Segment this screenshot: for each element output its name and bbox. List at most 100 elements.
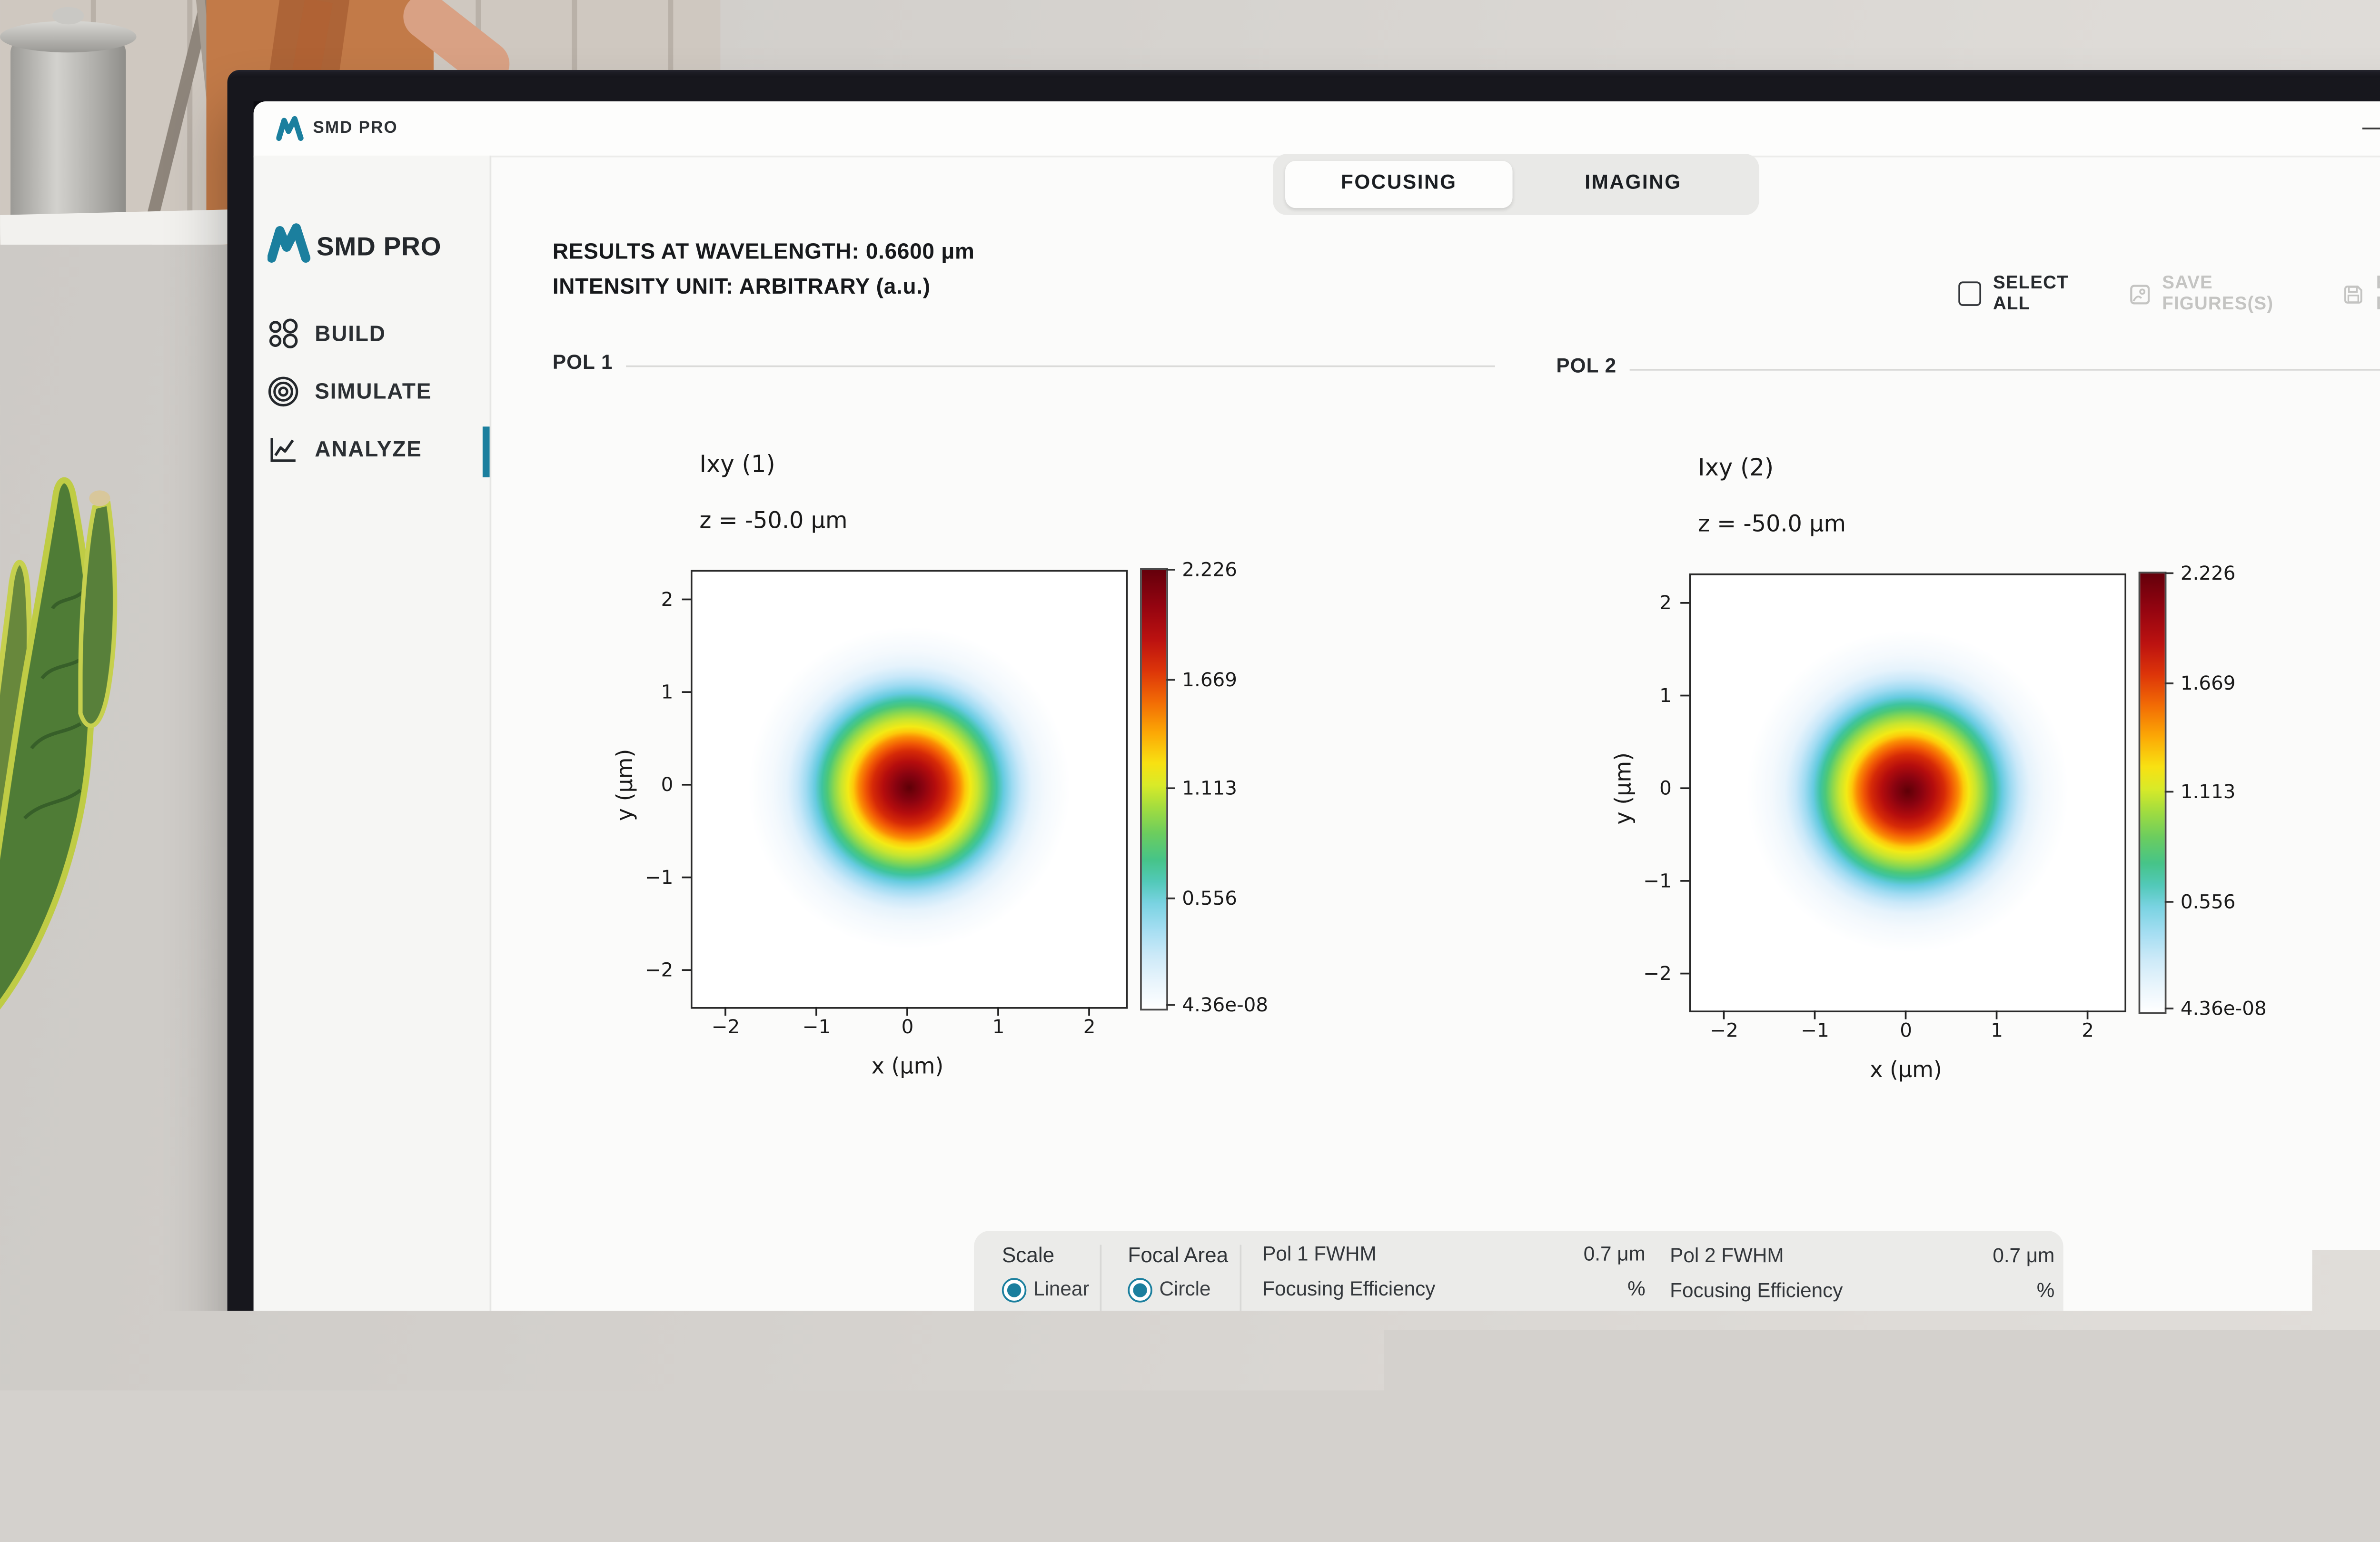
colorbar-tick: 1.113 bbox=[1182, 777, 1237, 800]
colorbar-tick: 2.226 bbox=[1182, 559, 1237, 582]
focal-square-label[interactable]: Square bbox=[1160, 1316, 1224, 1337]
monitor-menu-button[interactable] bbox=[2306, 1428, 2312, 1437]
plot-subtitle: z = -50.0 μm bbox=[699, 509, 847, 535]
colorbar-tick: 2.226 bbox=[2181, 562, 2236, 585]
x-axis-label: x (μm) bbox=[1870, 1056, 1942, 1082]
next-colorbar-partial bbox=[2139, 1357, 2167, 1376]
brand-logo-icon bbox=[268, 222, 311, 264]
intensity-unit-text: INTENSITY UNIT: ARBITRARY (a.u.) bbox=[553, 275, 931, 299]
sidebar-item-label: ANALYZE bbox=[315, 437, 422, 461]
sidebar-item-simulate[interactable]: SIMULATE bbox=[254, 371, 490, 416]
x-tick: 0 bbox=[1900, 1019, 1912, 1042]
pol1-xf-input[interactable]: 0.0 μm bbox=[1294, 1313, 1397, 1350]
save-figures-button[interactable]: SAVE FIGURES(S) bbox=[2162, 273, 2312, 315]
focal-circle-radio[interactable] bbox=[1128, 1278, 1152, 1302]
colorbar-tick: 4.36e-08 bbox=[1182, 993, 1268, 1016]
colorbar-tick: 1.669 bbox=[2181, 672, 2236, 694]
focal-spot bbox=[1691, 575, 2124, 1011]
plot-title: Ixy (1) bbox=[699, 451, 775, 479]
smd-pro-app: SMD PRO ✕ SMD PRO bbox=[254, 101, 2380, 1376]
pol1-fwhm-label: Pol 1 FWHM bbox=[1262, 1245, 1376, 1266]
export-data-button[interactable]: EXPORT DATA bbox=[2376, 273, 2380, 315]
y-tick: −1 bbox=[1623, 870, 1672, 893]
x-tick: 2 bbox=[2082, 1019, 2094, 1042]
focal-circle-label[interactable]: Circle bbox=[1160, 1280, 1211, 1301]
x-tick: −1 bbox=[1801, 1019, 1829, 1042]
pol1-section-label: POL 1 bbox=[553, 353, 613, 374]
simulate-icon bbox=[268, 376, 299, 407]
y-tick: 2 bbox=[1623, 592, 1672, 614]
colorbar-tick: 0.556 bbox=[1182, 886, 1237, 909]
sidebar-item-label: BUILD bbox=[315, 322, 386, 346]
next-colorbar-value: 2.232 bbox=[2175, 1360, 2231, 1376]
pol1-rule bbox=[626, 366, 1495, 367]
panel-divider bbox=[1240, 1245, 1241, 1344]
x-tick: −2 bbox=[712, 1016, 740, 1038]
scale-linear-label[interactable]: Linear bbox=[1033, 1280, 1089, 1301]
pol2-recenter-icon[interactable] bbox=[2030, 1318, 2056, 1344]
watering-can-lid bbox=[0, 21, 137, 52]
colorbar-tick: 1.113 bbox=[2181, 781, 2236, 803]
scale-linear-radio[interactable] bbox=[1002, 1278, 1026, 1302]
plot-area[interactable] bbox=[1689, 573, 2126, 1012]
x-tick: 2 bbox=[1083, 1016, 1096, 1038]
pol2-rule bbox=[1630, 369, 2380, 371]
sidebar-item-analyze[interactable]: ANALYZE bbox=[254, 428, 490, 474]
select-all-label[interactable]: SELECT ALL bbox=[1993, 273, 2099, 315]
scale-log-label[interactable]: Log bbox=[1033, 1316, 1067, 1337]
build-icon bbox=[268, 318, 299, 350]
focal-square-radio[interactable] bbox=[1128, 1315, 1152, 1339]
x-tick: −1 bbox=[803, 1016, 831, 1038]
focal-spot bbox=[693, 572, 1126, 1007]
pol2-section-label: POL 2 bbox=[1556, 356, 1616, 377]
pol1-yf-label: yf bbox=[1408, 1318, 1421, 1344]
colorbar bbox=[1140, 568, 1168, 1010]
app-logo-icon bbox=[276, 115, 304, 141]
dell-monitor: SMD PRO ✕ SMD PRO bbox=[228, 70, 2380, 1477]
sidebar-item-label: SIMULATE bbox=[315, 379, 432, 404]
watering-can-knob bbox=[52, 7, 84, 25]
analyze-icon bbox=[268, 434, 299, 465]
colorbar bbox=[2139, 572, 2167, 1014]
tab-imaging[interactable]: IMAGING bbox=[1518, 173, 1749, 194]
colorbar-tick: 4.36e-08 bbox=[2181, 997, 2267, 1019]
pol2-yf-input[interactable]: 0.0 μm bbox=[1846, 1315, 1950, 1351]
snake-plant bbox=[0, 468, 185, 1045]
brand-name: SMD PRO bbox=[317, 233, 441, 262]
y-tick: −2 bbox=[624, 959, 673, 982]
photo-scene: SMD PRO ✕ SMD PRO bbox=[0, 0, 2380, 1542]
next-plot-title-partial: Ixy (2) bbox=[1687, 1360, 1763, 1376]
sidebar: SMD PRO BUILD bbox=[254, 156, 492, 1376]
y-tick: 1 bbox=[1623, 684, 1672, 707]
next-colorbar-value: 2.232 bbox=[1177, 1353, 1232, 1376]
pol2-xf-input[interactable]: 0.0 μm bbox=[1701, 1315, 1805, 1351]
pol2-efficiency-unit: % bbox=[1932, 1282, 2054, 1303]
pol2-fwhm-value: 0.7 μm bbox=[1932, 1246, 2054, 1267]
sidebar-item-build[interactable]: BUILD bbox=[254, 313, 490, 359]
app-title: SMD PRO bbox=[313, 119, 398, 138]
pol2-heatmap-figure: Ixy (2) z = -50.0 μm 2 1 0 −1 −2 −2 −1 0… bbox=[1602, 455, 2249, 1105]
pol1-efficiency-label: Focusing Efficiency bbox=[1262, 1280, 1435, 1301]
monitor-menu-button[interactable] bbox=[2161, 1428, 2167, 1437]
save-figures-icon bbox=[2130, 282, 2150, 305]
x-axis-label: x (μm) bbox=[872, 1052, 944, 1078]
actions-row: SELECT ALL SAVE FIGURES(S) EXPORT DA bbox=[1958, 276, 2380, 311]
colorbar-tick: 0.556 bbox=[2181, 890, 2236, 913]
pol1-yf-input[interactable]: 0.0 μm bbox=[1439, 1313, 1542, 1350]
pol1-fwhm-value: 0.7 μm bbox=[1523, 1245, 1646, 1266]
select-all-checkbox[interactable] bbox=[1958, 281, 1981, 306]
plot-area[interactable] bbox=[691, 570, 1128, 1009]
y-axis-label: y (μm) bbox=[611, 749, 637, 821]
y-tick: 1 bbox=[624, 681, 673, 704]
pol1-heatmap-figure: Ixy (1) z = -50.0 μm 2 1 0 −1 −2 −2 −1 0… bbox=[603, 451, 1250, 1102]
y-axis-label: y (μm) bbox=[1609, 752, 1636, 825]
pol1-recenter-icon[interactable] bbox=[1623, 1316, 1649, 1343]
tab-focusing-label[interactable]: FOCUSING bbox=[1285, 173, 1513, 194]
export-data-icon bbox=[2343, 282, 2364, 305]
next-colorbar-partial bbox=[1140, 1350, 1168, 1376]
minimize-button[interactable] bbox=[2363, 127, 2380, 130]
view-tabs: FOCUSING IMAGING bbox=[1273, 154, 1759, 215]
pol1-efficiency-unit: % bbox=[1523, 1280, 1646, 1301]
scale-log-radio[interactable] bbox=[1002, 1315, 1026, 1339]
monitor-menu-button[interactable] bbox=[2233, 1428, 2239, 1437]
